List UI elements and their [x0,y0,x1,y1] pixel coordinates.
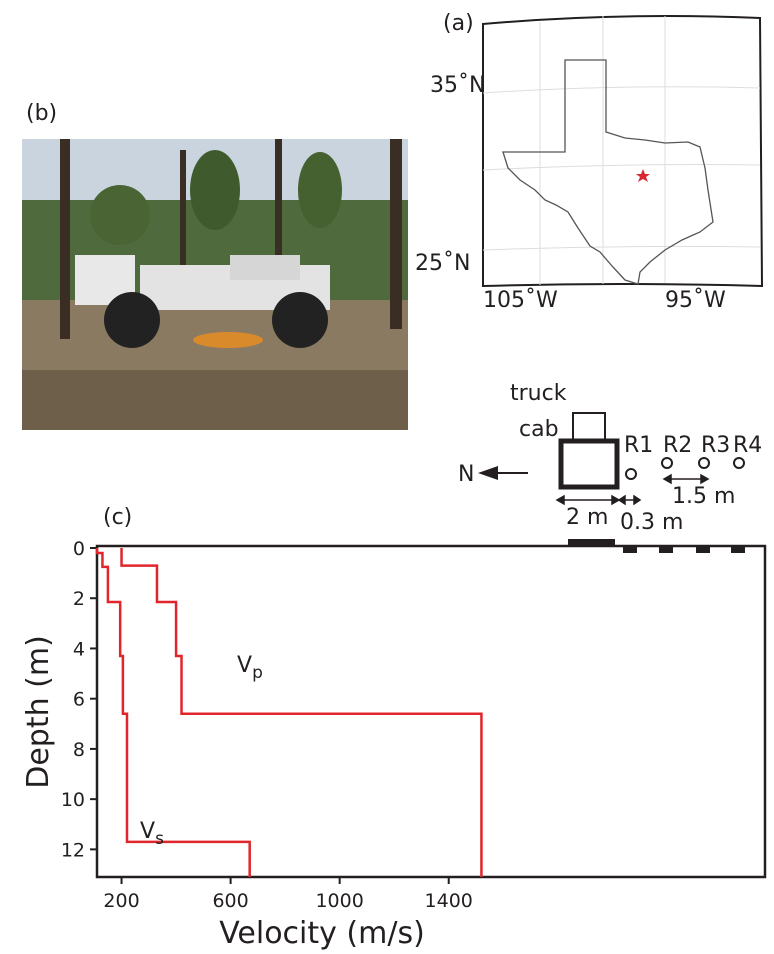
receiver-label: R1 [624,433,653,458]
panel-label: (a) [443,11,474,36]
diagram-label: cab [519,417,559,442]
diagram-label: truck [510,381,567,406]
dimension-label: 2 m [566,505,608,530]
velocity-profile [95,548,251,877]
truck-body [558,438,620,490]
y-tick-label: 0 [73,538,85,560]
y-tick-label: 4 [73,638,85,660]
x-tick-label: 1000 [315,890,363,912]
series-label-sub: s [155,829,164,849]
x-axis-label: Velocity (m/s) [219,916,425,951]
series-label-main: V [237,653,252,678]
lat-label: 35˚N [430,73,485,98]
panel-label: (b) [26,101,57,126]
receiver-label: R2 [663,433,692,458]
y-tick-label: 12 [61,839,85,861]
lat-label: 25˚N [415,251,470,276]
y-tick-label: 2 [73,588,85,610]
receiver-label: R3 [701,433,730,458]
series-label: Vs [140,819,164,849]
lon-label: 105˚W [483,288,558,313]
dimension-arrows [555,473,710,506]
map-frame [482,15,764,288]
panel-label: (c) [103,505,132,530]
series-label: Vp [237,653,263,683]
series-label-sub: p [252,663,263,683]
north-label: N [458,462,474,487]
y-tick-label: 6 [73,689,85,711]
truck-cab [572,412,606,441]
site-star [636,169,650,182]
x-tick-label: 600 [212,890,248,912]
north-arrow-head [478,466,498,480]
y-axis-label: Depth (m) [21,635,56,789]
y-tick-label: 10 [61,789,85,811]
photo [22,139,408,430]
series-label-main: V [140,819,155,844]
source-receiver-pads [568,539,745,553]
receivers [625,457,745,480]
y-tick-label: 8 [73,739,85,761]
lon-label: 95˚W [665,288,726,313]
plot-frame [95,544,767,879]
texas-outline [502,59,714,285]
x-tick-label: 200 [103,890,139,912]
dimension-label: 1.5 m [672,484,735,509]
x-tick-label: 1400 [425,890,473,912]
velocity-profile [120,548,483,877]
dimension-label: 0.3 m [620,510,683,535]
receiver-label: R4 [733,433,762,458]
map-grid [482,16,761,285]
